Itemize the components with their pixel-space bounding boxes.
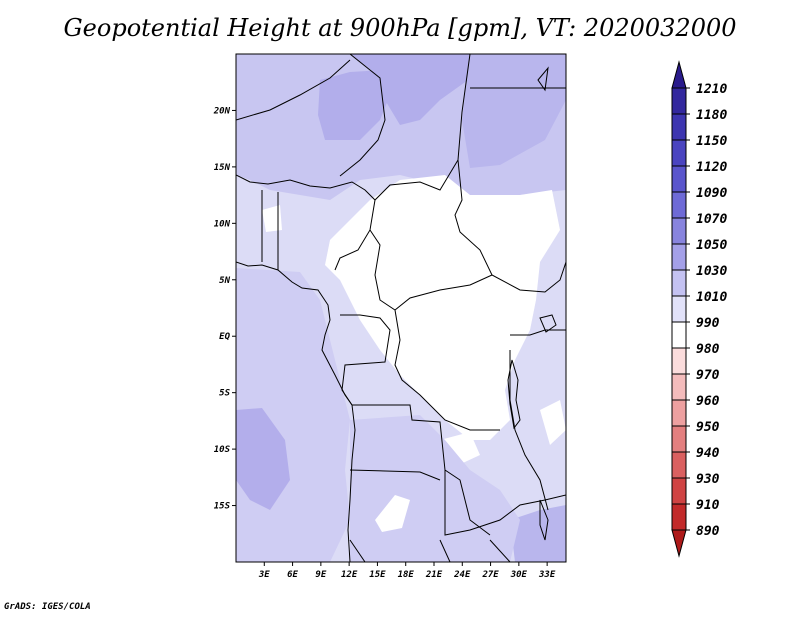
lon-tick-label: 21E — [425, 570, 443, 580]
red-sea-mark — [537, 66, 549, 92]
longitude-axis: 3E 6E 9E 12E 15E 18E 21E 24E 27E 30E 33E — [258, 562, 556, 580]
colorbar-label: 1120 — [696, 160, 727, 175]
lon-tick-label: 27E — [481, 570, 499, 580]
colorbar-segment — [671, 347, 687, 375]
map-frame — [235, 53, 567, 563]
colorbar-segment — [671, 87, 687, 115]
colorbar-label: 970 — [696, 368, 720, 383]
field-1050-1070-north-1 — [318, 70, 390, 140]
lat-tick-label: 5N — [219, 276, 230, 286]
lon-tick-label: 12E — [341, 570, 358, 580]
colorbar-segment — [671, 217, 687, 245]
border-angola — [352, 404, 491, 536]
field-990-1010-central — [325, 175, 560, 440]
border-namibia — [349, 469, 441, 481]
footer-credit: GrADS: IGES/COLA — [4, 602, 91, 612]
colorbar: 1210 1180 1150 1120 1090 1070 1050 1030 1010 990 9… — [671, 60, 727, 558]
colorbar-segment — [671, 269, 687, 297]
colorbar-label: 960 — [696, 394, 720, 409]
colorbar-segment — [671, 503, 687, 531]
lon-tick-label: 30E — [510, 570, 528, 580]
lat-tick-label: 10S — [214, 445, 231, 455]
field-990-1010-pocket-5 — [375, 495, 410, 532]
border-sudan — [454, 159, 566, 293]
height-field — [236, 54, 566, 562]
colorbar-label: 890 — [696, 524, 720, 539]
colorbar-segment — [671, 425, 687, 453]
lon-tick-label: 24E — [453, 570, 471, 580]
lon-tick-label: 9E — [315, 570, 326, 580]
colorbar-label: 950 — [696, 420, 720, 435]
colorbar-segment — [671, 243, 687, 271]
colorbar-label: 1090 — [696, 186, 727, 201]
lat-tick-label: 10N — [214, 219, 231, 229]
lon-tick-label: 6E — [287, 570, 298, 580]
colorbar-label: 1050 — [696, 238, 727, 253]
lon-tick-label: 15E — [369, 570, 386, 580]
lake-tanganyika — [507, 359, 521, 430]
colorbar-label: 930 — [696, 472, 720, 487]
lake-victoria — [539, 314, 557, 333]
border-sahel — [236, 54, 471, 201]
border-gabon-congo — [340, 314, 391, 406]
colorbar-label: 1150 — [696, 134, 727, 149]
border-drc-west — [394, 309, 500, 431]
lat-tick-label: EQ — [219, 332, 230, 342]
colorbar-segment — [671, 165, 687, 193]
colorbar-label: 910 — [696, 498, 720, 513]
lat-tick-label: 15N — [214, 163, 231, 173]
lake-malawi — [539, 499, 549, 541]
border-nigeria-cameroon — [334, 199, 376, 271]
colorbar-label: 940 — [696, 446, 720, 461]
colorbar-segment — [671, 477, 687, 505]
colorbar-segment — [671, 399, 687, 427]
colorbar-label: 1210 — [696, 82, 727, 97]
lat-tick-label: 20N — [213, 106, 231, 116]
colorbar-segment — [671, 191, 687, 219]
colorbar-segment — [671, 139, 687, 167]
lat-tick-label: 5S — [219, 389, 230, 399]
colorbar-top-arrow — [671, 60, 687, 89]
colorbar-segment — [671, 451, 687, 479]
colorbar-label: 1030 — [696, 264, 727, 279]
latitude-axis: 20N 15N 10N 5N EQ 5S 10S 15S — [213, 106, 236, 512]
lon-tick-label: 33E — [538, 570, 556, 580]
colorbar-segment — [671, 113, 687, 141]
colorbar-label: 990 — [696, 316, 720, 331]
colorbar-label: 980 — [696, 342, 720, 357]
colorbar-label: 1180 — [696, 108, 727, 123]
lat-tick-label: 15S — [214, 502, 231, 512]
field-1050-1070-north-2 — [350, 54, 470, 125]
border-tanzania-west — [509, 350, 549, 511]
border-mali — [236, 59, 351, 121]
colorbar-segment — [671, 321, 687, 349]
country-borders — [236, 54, 566, 562]
colorbar-label: 1070 — [696, 212, 727, 227]
border-coast-states — [261, 190, 279, 270]
lon-tick-label: 3E — [258, 570, 270, 580]
map-title: Geopotential Height at 900hPa [gpm], VT:… — [63, 14, 737, 42]
colorbar-segment — [671, 295, 687, 323]
field-1050-1070-sw — [236, 408, 290, 510]
colorbar-bottom-arrow — [671, 529, 687, 558]
field-1050-1070-se — [510, 505, 566, 562]
border-niger-north — [339, 54, 386, 177]
field-990-1010-pocket-1 — [262, 205, 282, 232]
field-990-1010-pocket-4 — [540, 400, 566, 445]
colorbar-label: 1010 — [696, 290, 727, 305]
lon-tick-label: 18E — [398, 570, 415, 580]
colorbar-segment — [671, 373, 687, 401]
border-uganda — [510, 329, 566, 336]
border-south — [349, 539, 511, 562]
